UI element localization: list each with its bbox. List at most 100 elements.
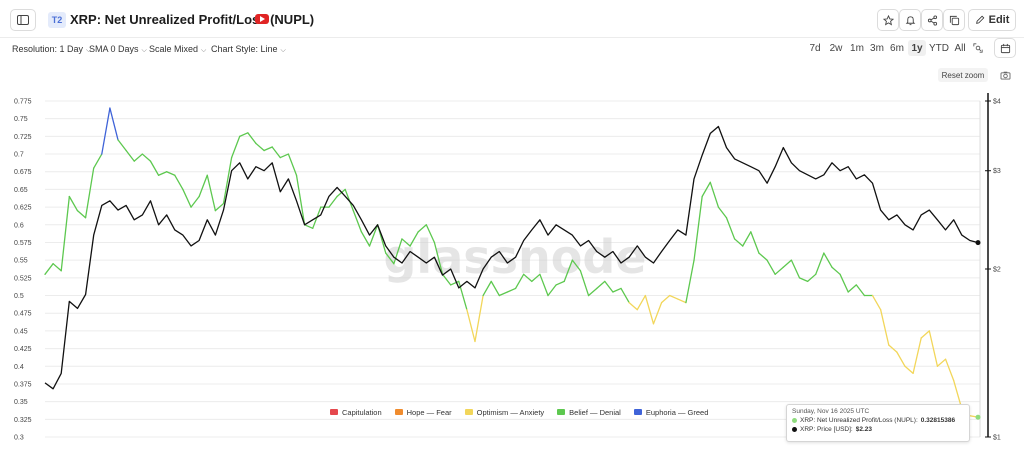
range-all-button[interactable]: All [954,42,966,54]
nupl-segment [352,209,363,233]
nupl-segment [393,238,403,265]
nupl-segment [263,146,273,152]
tooltip-price-label: XRP: Price [USD]: [800,426,853,433]
nupl-segment [717,206,728,219]
pencil-icon [975,15,984,24]
sma-label: SMA 0 Days [89,44,139,54]
zoom-crop-icon [973,43,983,53]
nupl-segment [871,294,882,311]
sma-select[interactable]: SMA 0 Days ⌵ [89,44,147,55]
nupl-segment [531,273,541,283]
nupl-segment [660,294,671,304]
nupl-segment [101,107,111,155]
left-tick-label: 0.75 [14,116,28,123]
nupl-segment [441,273,452,286]
nupl-segment [287,153,298,176]
share-icon [927,14,937,26]
nupl-segment [936,358,947,367]
nupl-segment [742,231,752,247]
chevron-down-icon: ⌵ [141,47,147,54]
legend-item-capitulation[interactable]: Capitulation [330,406,382,418]
chart-style-label: Chart Style: Line [211,44,278,54]
nupl-segment [514,273,525,290]
calendar-button[interactable] [994,38,1016,58]
range-2w-button[interactable]: 2w [829,42,843,54]
legend-item-euphoria-greed[interactable]: Euphoria — Greed [633,406,709,418]
nupl-segment [166,171,176,176]
range-1y-button[interactable]: 1y [908,40,926,56]
page-title: XRP: Net Unrealized Profit/Loss (NUPL) [70,12,315,27]
nupl-segment [847,284,857,293]
nupl-segment [555,280,565,286]
legend-label: Belief — Denial [569,407,621,417]
legend-item-hope-fear[interactable]: Hope — Fear [394,406,452,418]
nupl-segment [604,280,614,293]
nupl-segment [360,231,371,247]
nupl-segment [774,266,784,275]
nupl-segment [474,294,484,343]
favorite-button[interactable] [877,9,899,31]
nupl-segment [174,174,184,191]
nupl-segment [133,153,144,162]
zoom-crop-button[interactable] [970,40,986,56]
nupl-segment [60,195,70,272]
range-6m-button[interactable]: 6m [890,42,904,54]
nupl-segment [401,238,411,247]
nupl-segment [563,259,573,283]
nupl-segment [523,273,533,283]
alert-button[interactable] [899,9,921,31]
legend-label: Optimism — Anxiety [476,407,545,417]
nupl-segment [409,231,419,247]
legend-item-optimism-anxiety[interactable]: Optimism — Anxiety [464,406,545,418]
edit-button[interactable]: Edit [968,9,1016,31]
screenshot-button[interactable] [996,68,1014,82]
nupl-segment [677,298,687,304]
controls-bar: Resolution: 1 Day ⌵ SMA 0 Days ⌵ Scale Mix… [0,38,1024,62]
left-tick-label: 0.675 [14,169,32,176]
youtube-icon[interactable] [255,14,269,24]
nupl-segment [271,146,281,159]
nupl-segment [579,270,590,297]
nupl-segment [912,337,922,374]
copy-button[interactable] [943,9,965,31]
nupl-segment [182,188,192,208]
tooltip-row-nupl: XRP: Net Unrealized Profit/Loss (NUPL): … [792,417,964,424]
nupl-segment [490,280,500,297]
sidebar-toggle-button[interactable] [10,9,36,31]
left-tick-label: 0.35 [14,399,28,406]
range-1m-button[interactable]: 1m [850,42,864,54]
nupl-segment [669,294,679,300]
nupl-segment [336,188,346,198]
nupl-segment [733,238,744,247]
chart-style-select[interactable]: Chart Style: Line ⌵ [211,44,286,55]
nupl-segment [190,195,200,208]
left-tick-label: 0.375 [14,381,32,388]
range-ytd-button[interactable]: YTD [929,42,949,54]
nupl-segment [571,259,582,272]
legend-label: Capitulation [342,407,382,417]
reset-zoom-button[interactable]: Reset zoom [938,68,988,82]
nupl-segment [628,301,638,311]
left-axis: 0.775 0.75 0.725 0.7 0.675 0.65 0.625 0.6 0.575 0… [14,99,32,442]
tooltip-date: Sunday, Nov 16 2025 UTC [792,408,870,415]
legend-label: Hope — Fear [406,407,452,417]
tier-badge: T2 [48,12,66,28]
tooltip-dot [792,418,797,423]
left-tick-label: 0.65 [14,187,28,194]
nupl-segment [255,142,265,152]
price-end-point [975,240,981,246]
nupl-chart[interactable]: glassnode 0.7750.750.7250.70.6750.650.62… [0,85,1024,445]
nupl-segment [823,252,833,268]
legend-label: Euphoria — Greed [645,407,709,417]
left-tick-label: 0.5 [14,293,24,300]
nupl-segment [644,294,655,325]
scale-select[interactable]: Scale Mixed ⌵ [149,44,206,55]
legend-item-belief-denial[interactable]: Belief — Denial [557,406,621,418]
range-3m-button[interactable]: 3m [870,42,884,54]
left-tick-label: 0.55 [14,258,28,265]
nupl-segment [303,224,314,229]
nupl-segment [815,252,825,275]
share-button[interactable] [921,9,943,31]
range-7d-button[interactable]: 7d [809,42,821,54]
resolution-select[interactable]: Resolution: 1 Day ⌵ [12,44,91,55]
